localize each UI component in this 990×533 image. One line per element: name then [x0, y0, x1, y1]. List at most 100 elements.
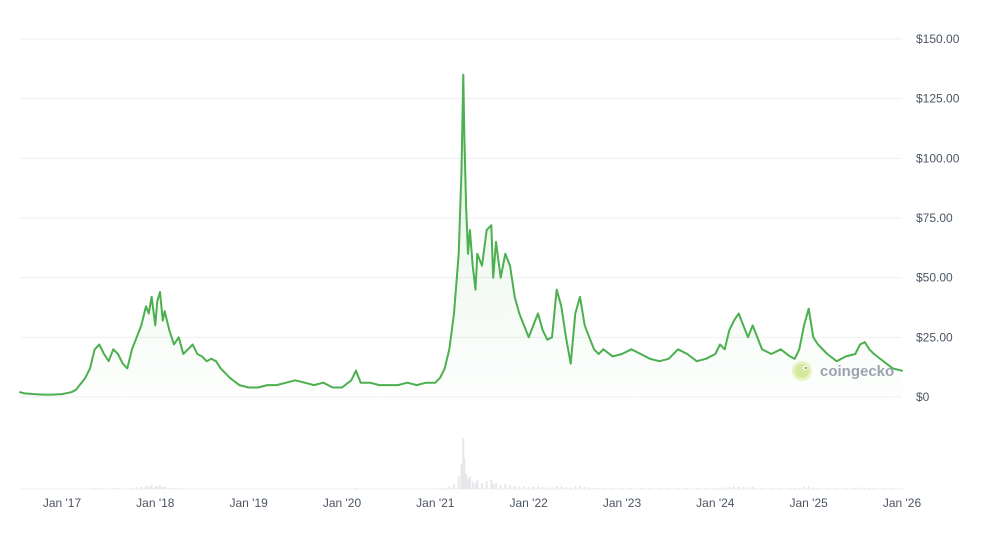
y-tick-label: $100.00 — [916, 151, 960, 165]
coingecko-watermark: coingecko — [792, 361, 894, 381]
volume-bar — [826, 487, 829, 489]
volume-bar — [611, 487, 614, 489]
volume-bar — [463, 458, 466, 489]
volume-bar — [406, 488, 409, 489]
volume-bar — [588, 487, 591, 489]
volume-bar — [779, 487, 782, 489]
volume-bar — [145, 485, 147, 489]
volume-bar — [835, 487, 838, 489]
volume-bar — [859, 487, 861, 489]
volume-bar — [714, 487, 717, 489]
volume-bar — [803, 486, 805, 489]
volume-bar — [196, 488, 199, 489]
volume-bar — [355, 487, 357, 489]
volume-bar — [770, 487, 773, 489]
volume-bar — [583, 486, 586, 489]
x-tick-label: Jan '22 — [510, 496, 549, 510]
y-tick-label: $25.00 — [916, 330, 953, 344]
volume-bar — [476, 479, 479, 489]
volume-bar — [443, 487, 446, 489]
volume-bar — [499, 484, 502, 489]
volume-bar — [868, 487, 871, 489]
volume-bar — [140, 486, 143, 489]
volume-bar — [468, 476, 471, 489]
volume-bar — [294, 488, 297, 489]
volume-bar — [523, 486, 525, 489]
volume-bar — [527, 486, 530, 489]
volume-bar — [639, 487, 642, 489]
volume-bar — [219, 488, 222, 489]
volume-bar — [495, 482, 497, 489]
volume-bar — [560, 486, 563, 489]
y-tick-label: $0 — [916, 390, 930, 404]
volume-bar — [873, 487, 875, 489]
volume-bar — [742, 486, 745, 489]
volume-bar — [793, 487, 796, 489]
volume-bar — [737, 486, 740, 489]
volume-bar — [205, 488, 208, 489]
volume-bar — [546, 487, 549, 489]
x-tick-label: Jan '23 — [603, 496, 642, 510]
volume-bar — [845, 487, 847, 489]
volume-bar — [93, 487, 96, 489]
volume-bar — [677, 487, 679, 489]
volume-bar — [121, 488, 124, 489]
x-tick-label: Jan '20 — [323, 496, 362, 510]
volume-bar — [705, 487, 707, 489]
volume-bar — [266, 488, 269, 489]
volume-bar — [798, 487, 801, 489]
volume-bar — [504, 483, 507, 489]
y-tick-label: $150.00 — [916, 32, 960, 46]
volume-bar — [135, 487, 138, 489]
volume-bar — [574, 486, 577, 489]
volume-bar — [490, 479, 493, 489]
volume-bar — [322, 488, 325, 489]
volume-bar — [789, 487, 791, 489]
y-axis-ticks: $150.00 $125.00 $100.00 $75.00 $50.00 $25.00 $… — [916, 32, 960, 404]
volume-bar — [103, 488, 105, 489]
volume-bar — [481, 482, 483, 489]
volume-bar — [215, 488, 217, 489]
volume-bar — [303, 488, 306, 489]
volume-bar — [807, 486, 810, 489]
volume-bar — [168, 487, 171, 489]
volume-bar — [509, 484, 511, 489]
y-tick-label: $50.00 — [916, 271, 953, 285]
volume-bar — [474, 482, 477, 489]
volume-bar — [551, 487, 553, 489]
volume-bar — [159, 485, 161, 489]
volume-bar — [532, 486, 535, 489]
volume-bar — [275, 488, 278, 489]
volume-bar — [621, 487, 623, 489]
volume-bar — [453, 483, 455, 489]
volume-bar — [173, 487, 175, 489]
volume-bar — [439, 487, 441, 489]
volume-bar — [854, 487, 857, 489]
x-tick-label: Jan '18 — [136, 496, 175, 510]
volume-bar — [117, 487, 119, 489]
volume-bar — [350, 488, 353, 489]
volume-bar — [751, 486, 754, 489]
volume-bar — [667, 487, 670, 489]
volume-bar — [163, 486, 166, 489]
x-tick-label: Jan '25 — [790, 496, 829, 510]
volume-bar — [182, 488, 185, 489]
volume-bar — [460, 463, 463, 489]
volume-bar — [593, 487, 595, 489]
volume-bar — [579, 485, 581, 489]
volume-bar — [485, 481, 488, 489]
volume-bar — [471, 481, 474, 489]
volume-bar — [891, 487, 894, 489]
volume-bar — [812, 487, 815, 489]
price-line — [19, 73, 903, 396]
volume-bar — [658, 487, 661, 489]
y-tick-label: $125.00 — [916, 92, 960, 106]
volume-bar — [465, 473, 468, 489]
volume-bar — [728, 486, 731, 489]
volume-bar — [630, 487, 633, 489]
y-tick-label: $75.00 — [916, 211, 953, 225]
x-axis-ticks: Jan '17 Jan '18 Jan '19 Jan '20 Jan '21 Jan '… — [43, 496, 922, 510]
volume-bar — [154, 486, 157, 489]
